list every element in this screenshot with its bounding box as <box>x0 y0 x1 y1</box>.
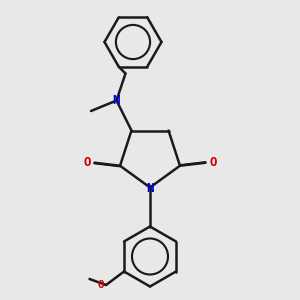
Text: O: O <box>83 156 91 169</box>
Text: O: O <box>209 156 217 169</box>
Text: N: N <box>113 94 120 107</box>
Text: O: O <box>98 280 104 290</box>
Text: N: N <box>146 182 154 196</box>
